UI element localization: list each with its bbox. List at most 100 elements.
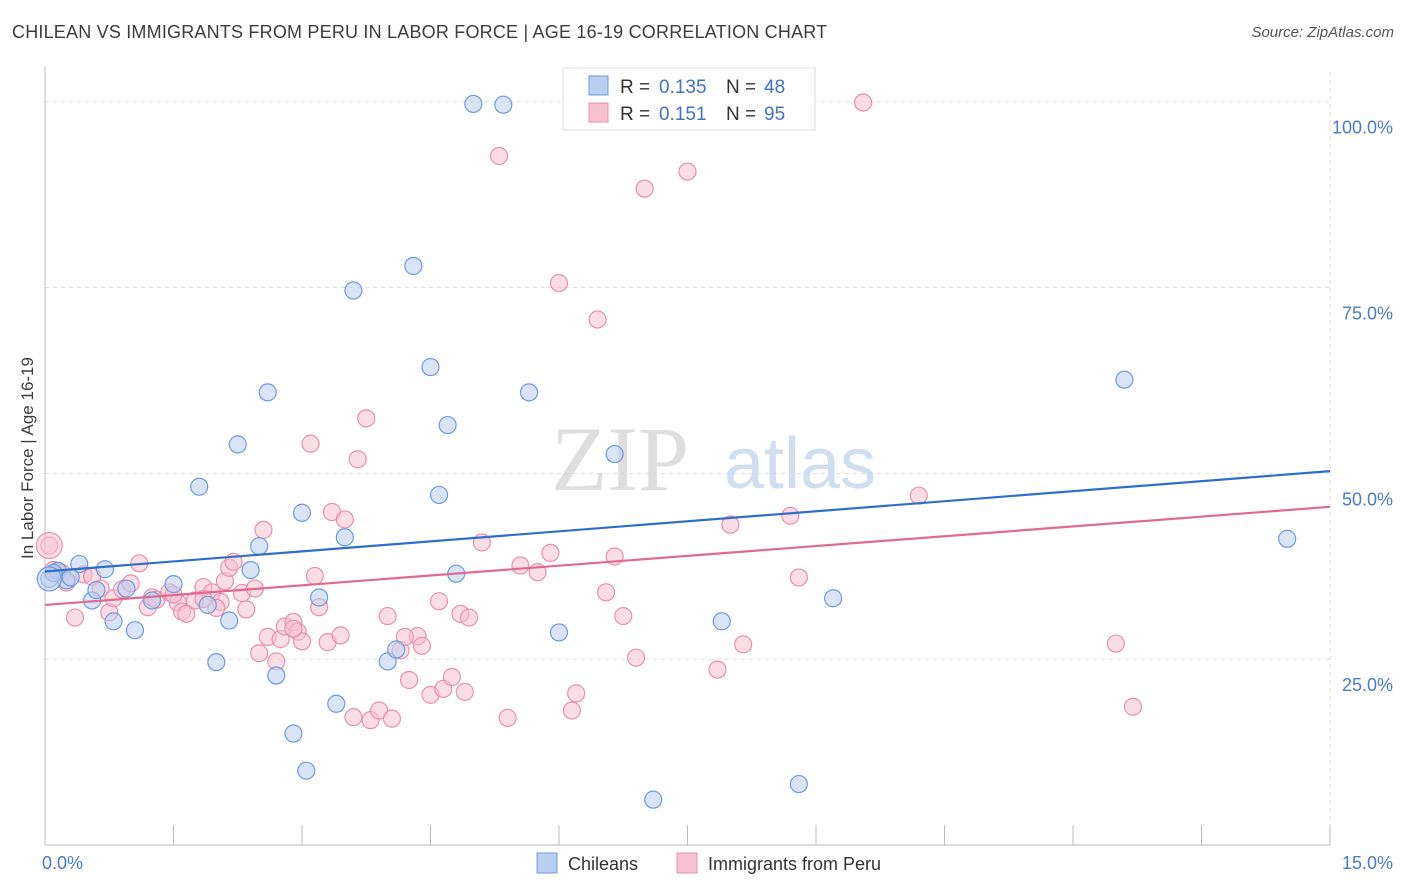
chileans-point-7 — [104, 612, 123, 631]
chileans-point-24 — [310, 588, 329, 607]
chileans-point-44 — [1115, 370, 1134, 389]
peru-point-70 — [549, 273, 569, 293]
peru-point-94 — [395, 627, 414, 646]
peru-point-85 — [854, 93, 873, 112]
chileans-point-18 — [250, 537, 269, 556]
peru-point-92 — [284, 619, 303, 638]
chileans-point-11 — [164, 575, 183, 594]
peru-point-58 — [429, 592, 449, 611]
legend-label-peru: Immigrants from Peru — [708, 854, 881, 874]
peru-point-74 — [597, 583, 616, 602]
peru-point-82 — [734, 635, 753, 654]
chileans-point-41 — [712, 612, 731, 631]
peru-point-28 — [237, 600, 256, 619]
trend-line-chileans — [44, 470, 1331, 573]
legend-n-label-peru: N = — [726, 104, 756, 125]
peru-point-52 — [382, 709, 402, 728]
chileans-point-21 — [284, 724, 303, 743]
chileans-point-43 — [824, 589, 843, 608]
source-label: Source: ZipAtlas.com — [1251, 24, 1394, 41]
watermark: ZIP atlas — [551, 408, 876, 510]
legend-r-value-peru: 0.151 — [659, 104, 707, 125]
legend-r-label-peru: R = — [620, 104, 650, 125]
chileans-point-37 — [519, 383, 539, 402]
peru-point-44 — [331, 626, 350, 645]
chileans-point-36 — [494, 95, 513, 114]
legend-swatch-peru — [588, 102, 609, 123]
chileans-point-30 — [404, 256, 423, 276]
axes — [44, 66, 1331, 846]
peru-point-large — [35, 531, 63, 560]
peru-point-71 — [562, 701, 581, 720]
correlation-legend: R = 0.135 N = 48 R = 0.151 N = 95 — [562, 67, 816, 131]
chileans-point-20 — [267, 666, 286, 685]
y-axis-title: In Labor Force | Age 16-19 — [18, 357, 37, 559]
legend-n-label-chileans: N = — [726, 77, 756, 98]
chileans-point-25 — [327, 694, 346, 713]
peru-point-81 — [721, 515, 740, 534]
chileans-point-16 — [228, 435, 247, 454]
chileans-point-35 — [464, 94, 483, 114]
peru-point-88 — [1123, 697, 1143, 716]
chileans-point-14 — [207, 653, 226, 672]
trend-line-peru — [44, 505, 1331, 607]
peru-point-83 — [781, 506, 800, 525]
peru-point-51 — [378, 606, 397, 626]
chileans-point-17 — [241, 560, 260, 580]
chileans-point-38 — [549, 623, 569, 642]
peru-point-69 — [541, 543, 560, 562]
peru-point-63 — [459, 608, 479, 627]
chileans-point-22 — [292, 503, 312, 522]
peru-point-60 — [442, 667, 462, 687]
chileans-point-33 — [438, 415, 457, 435]
peru-point-50 — [370, 701, 389, 720]
y-tick-label-0: 25.0% — [1342, 675, 1393, 695]
peru-point-54 — [399, 670, 419, 690]
peru-point-39 — [301, 434, 320, 453]
y-tick-label-2: 75.0% — [1342, 304, 1393, 324]
peru-point-40 — [305, 566, 324, 586]
chileans-point-40 — [644, 790, 663, 809]
chileans-point-47 — [61, 568, 80, 587]
peru-point-56 — [412, 636, 432, 655]
peru-point-77 — [626, 648, 646, 667]
legend-swatch-chileans-bottom — [536, 852, 558, 874]
peru-point-48 — [357, 409, 376, 428]
chileans-point-32 — [429, 485, 449, 505]
chileans-point-29 — [387, 640, 406, 659]
chileans-point-23 — [297, 761, 316, 780]
peru-point-67 — [511, 556, 530, 575]
chileans-point-45 — [1278, 529, 1297, 548]
chileans-point-15 — [220, 611, 239, 630]
peru-point-4 — [65, 608, 85, 627]
trend-lines — [44, 470, 1331, 607]
series-chileans-points — [36, 94, 1297, 809]
peru-point-86 — [909, 486, 928, 505]
legend-n-value-peru: 95 — [764, 104, 785, 125]
peru-point-78 — [635, 179, 654, 198]
peru-point-45 — [335, 510, 354, 529]
chileans-point-42 — [789, 774, 808, 794]
chileans-point-19 — [258, 383, 277, 402]
x-tick-label-0: 0.0% — [42, 853, 83, 873]
peru-point-65 — [489, 146, 509, 166]
legend-r-value-chileans: 0.135 — [659, 77, 707, 98]
y-tick-label-3: 100.0% — [1332, 118, 1393, 138]
peru-point-76 — [614, 606, 633, 626]
legend-r-label-chileans: R = — [620, 77, 650, 98]
chileans-point-10 — [142, 591, 162, 610]
tick-labels: 25.0% 50.0% 75.0% 100.0% 0.0% 15.0% — [42, 118, 1393, 873]
peru-point-30 — [250, 644, 269, 663]
x-tick-label-1: 15.0% — [1342, 853, 1393, 873]
y-tick-label-1: 50.0% — [1342, 489, 1393, 509]
peru-point-38 — [292, 632, 312, 651]
chileans-point-39 — [605, 444, 624, 464]
chileans-point-large — [36, 566, 62, 592]
chileans-point-8 — [117, 579, 136, 598]
chileans-point-31 — [421, 357, 440, 377]
legend-swatch-peru-bottom — [676, 852, 698, 874]
peru-point-84 — [789, 568, 808, 587]
chileans-point-9 — [125, 621, 145, 640]
peru-point-66 — [498, 708, 517, 728]
